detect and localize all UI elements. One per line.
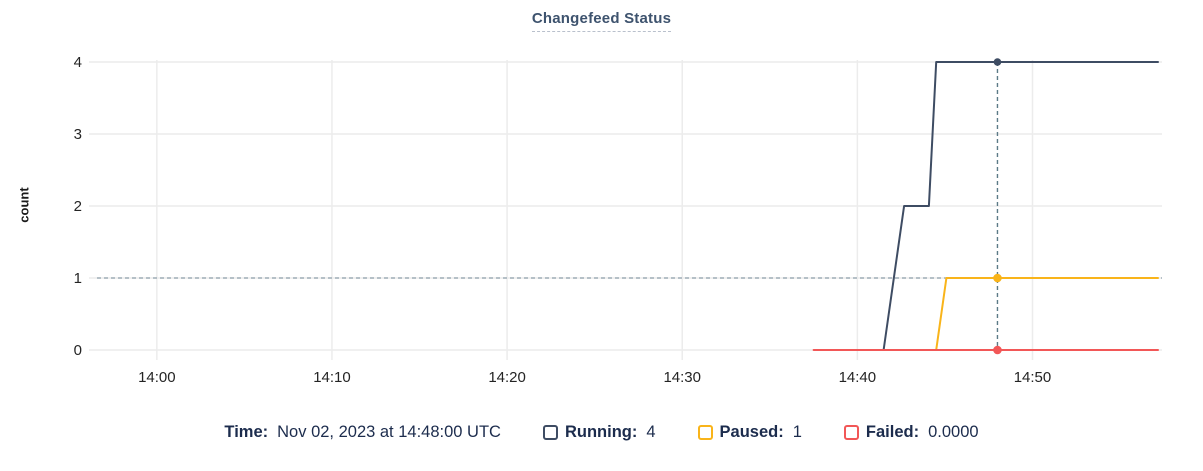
- legend-running-value: 4: [646, 422, 656, 441]
- legend-failed-value: 0.0000: [928, 422, 979, 441]
- changefeed-chart-plot-area[interactable]: 0 1 2 3 4 14:00 14:10 14:20 14:30 14:40 14:50: [0, 0, 1203, 405]
- x-tick-label: 14:50: [1014, 369, 1052, 386]
- chart-legend: Time: Nov 02, 2023 at 14:48:00 UTC Runni…: [0, 417, 1203, 447]
- y-tick-label: 4: [74, 54, 82, 71]
- legend-paused-value: 1: [792, 422, 802, 441]
- legend-running-label: Running:: [564, 422, 638, 441]
- x-tick-label: 14:30: [663, 369, 701, 386]
- y-tick-label: 0: [74, 342, 82, 359]
- paused-swatch-icon: [697, 424, 713, 440]
- y-tick-label: 3: [74, 126, 82, 143]
- legend-running[interactable]: Running: 4: [542, 422, 656, 442]
- chart-title[interactable]: Changefeed Status: [531, 10, 672, 32]
- x-tick-label: 14:40: [839, 369, 877, 386]
- running-swatch-icon: [542, 424, 558, 440]
- legend-failed-label: Failed:: [865, 422, 920, 441]
- x-tick-label: 14:00: [138, 369, 176, 386]
- x-tick-label: 14:20: [488, 369, 526, 386]
- failed-swatch-icon: [843, 424, 859, 440]
- x-tick-label: 14:10: [313, 369, 351, 386]
- y-tick-label: 2: [74, 198, 82, 215]
- chart-header: Changefeed Status: [0, 10, 1203, 32]
- legend-time: Time: Nov 02, 2023 at 14:48:00 UTC: [224, 423, 501, 442]
- legend-paused[interactable]: Paused: 1: [697, 422, 802, 442]
- legend-time-label: Time:: [224, 422, 269, 441]
- hover-dot-paused: [993, 273, 1002, 283]
- hover-dot-running: [993, 58, 1002, 66]
- legend-time-value: Nov 02, 2023 at 14:48:00 UTC: [277, 422, 501, 441]
- legend-failed[interactable]: Failed: 0.0000: [843, 422, 979, 442]
- y-tick-label: 1: [74, 270, 82, 287]
- hover-dot-failed: [993, 345, 1002, 355]
- series-line-paused: [935, 277, 1159, 351]
- legend-paused-label: Paused:: [719, 422, 784, 441]
- series-line-running: [882, 61, 1159, 351]
